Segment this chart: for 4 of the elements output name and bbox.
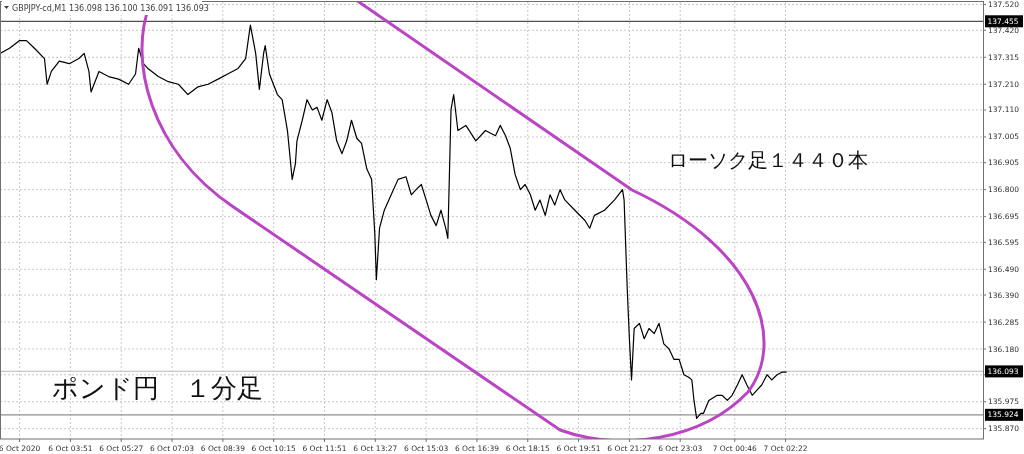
chart-title: GBPJPY-cd,M1 136.098 136.100 136.091 136.093 (12, 3, 209, 13)
annotation: ローソク足１４４０本 (668, 148, 868, 172)
line-series (0, 24, 788, 420)
annotation: ポンド円 １分足 (52, 373, 263, 403)
